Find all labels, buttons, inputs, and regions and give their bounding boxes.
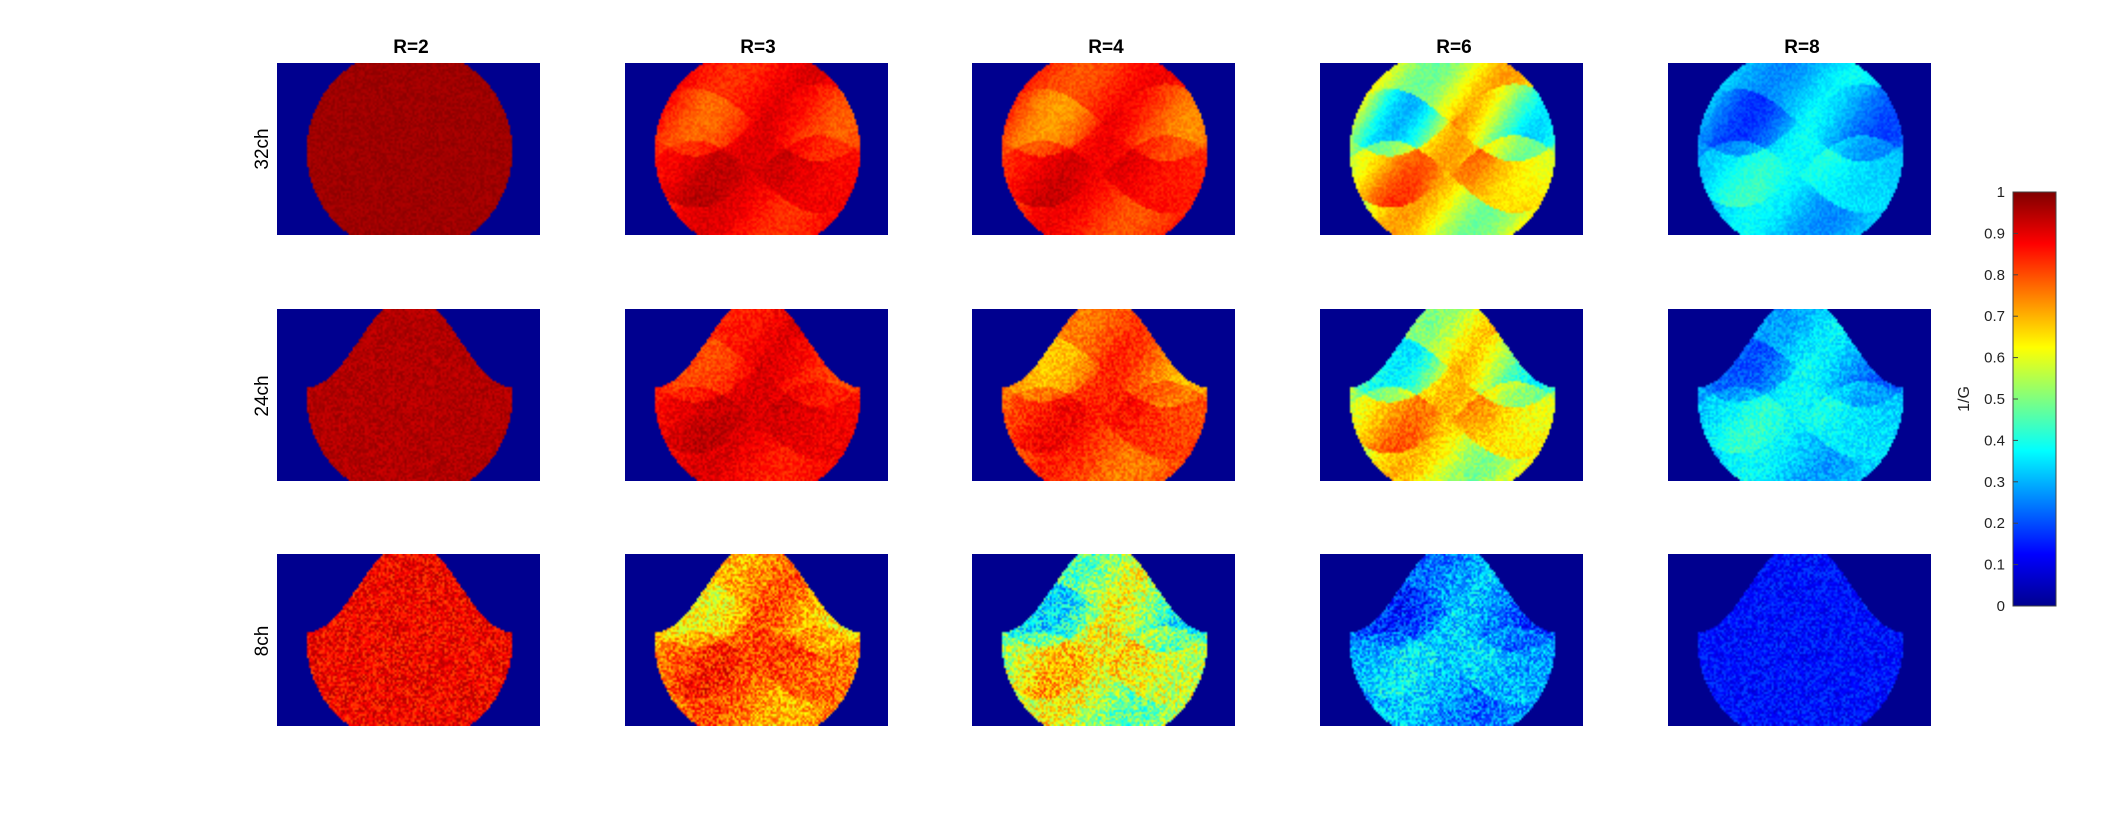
colorbar-tick-label: 0 [1997, 598, 2005, 615]
colorbar-tick-label: 0.8 [1984, 267, 2005, 284]
colorbar-tick-label: 0.6 [1984, 350, 2005, 367]
heatmap-panel-32ch-R6 [1320, 63, 1583, 235]
heatmap-panel-32ch-R2 [277, 63, 540, 235]
colorbar-gradient [2012, 191, 2057, 607]
heatmap-panel-24ch-R2 [277, 309, 540, 481]
column-title-r2: R=2 [393, 37, 428, 58]
heatmap-panel-8ch-R8 [1668, 554, 1931, 726]
heatmap-panel-24ch-R8 [1668, 309, 1931, 481]
heatmap-panel-24ch-R3 [625, 309, 888, 481]
column-title-r3: R=3 [740, 37, 775, 58]
colorbar: 0 0.1 0.2 0.3 0.4 0.5 0.6 0.7 0.8 0.9 1 1/G [1956, 184, 2057, 615]
column-title-r4: R=4 [1088, 37, 1124, 58]
colorbar-tick-label: 0.4 [1984, 432, 2005, 449]
heatmap-panel-32ch-R8 [1668, 63, 1931, 235]
column-title-r6: R=6 [1436, 37, 1471, 58]
colorbar-label: 1/G [1956, 386, 1973, 412]
colorbar-tick-label: 1 [1997, 184, 2005, 201]
colorbar-tick-label: 0.3 [1984, 474, 2005, 491]
heatmap-panel-24ch-R4 [972, 309, 1235, 481]
heatmap-panels [277, 63, 1931, 726]
heatmap-panel-32ch-R4 [972, 63, 1235, 235]
colorbar-tick-label: 0.9 [1984, 225, 2005, 242]
row-label-24ch: 24ch [252, 375, 273, 416]
colorbar-tick-label: 0.1 [1984, 557, 2005, 574]
heatmap-panel-8ch-R2 [277, 554, 540, 726]
heatmap-panel-32ch-R3 [625, 63, 888, 235]
colorbar-tick-label: 0.2 [1984, 515, 2005, 532]
row-label-8ch: 8ch [252, 626, 273, 657]
row-label-32ch: 32ch [252, 128, 273, 169]
heatmap-panel-8ch-R4 [972, 554, 1235, 726]
heatmap-panel-8ch-R3 [625, 554, 888, 726]
heatmap-panel-8ch-R6 [1320, 554, 1583, 726]
column-title-r8: R=8 [1784, 37, 1819, 58]
colorbar-tick-label: 0.7 [1984, 308, 2005, 325]
colorbar-ticks: 0 0.1 0.2 0.3 0.4 0.5 0.6 0.7 0.8 0.9 1 [1984, 184, 2018, 615]
colorbar-tick-label: 0.5 [1984, 391, 2005, 408]
heatmap-panel-24ch-R6 [1320, 309, 1583, 481]
